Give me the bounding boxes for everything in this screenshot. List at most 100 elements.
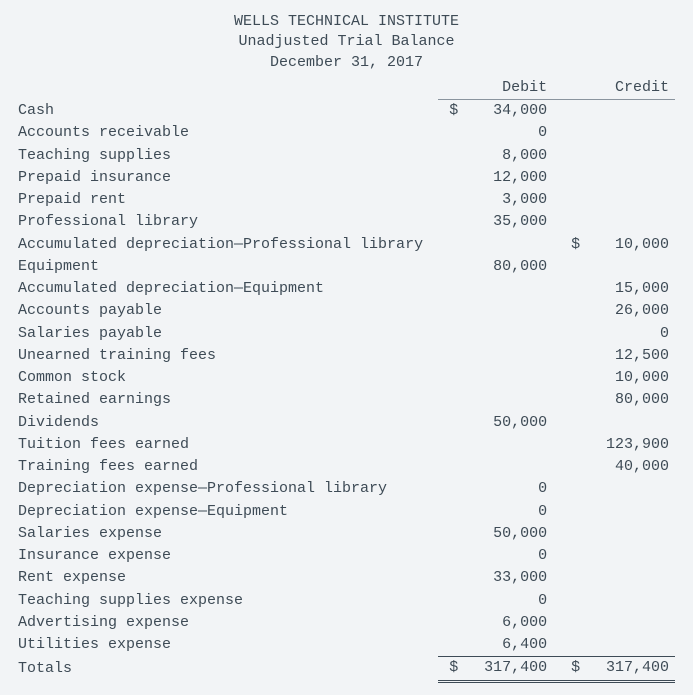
debit-amount: 50,000 — [458, 412, 553, 434]
table-row: Accounts payable26,000 — [18, 300, 675, 322]
report-header: WELLS TECHNICAL INSTITUTE Unadjusted Tri… — [18, 12, 675, 73]
debit-amount: 0 — [458, 590, 553, 612]
credit-currency-symbol — [553, 456, 580, 478]
debit-currency-symbol — [438, 367, 458, 389]
account-name: Training fees earned — [18, 456, 438, 478]
table-row: Salaries payable 0 — [18, 323, 675, 345]
account-name: Accumulated depreciation—Equipment — [18, 278, 438, 300]
table-row: Accounts receivable0 — [18, 122, 675, 144]
debit-currency-symbol — [438, 523, 458, 545]
debit-currency-symbol — [438, 323, 458, 345]
account-name: Professional library — [18, 211, 438, 233]
debit-amount: 0 — [458, 545, 553, 567]
debit-amount — [458, 278, 553, 300]
credit-currency-symbol — [553, 100, 580, 123]
account-name: Teaching supplies — [18, 145, 438, 167]
debit-currency-symbol — [438, 501, 458, 523]
table-row: Depreciation expense—Equipment 0 — [18, 501, 675, 523]
debit-currency-symbol — [438, 189, 458, 211]
account-name: Salaries expense — [18, 523, 438, 545]
column-header-row: Debit Credit — [18, 77, 675, 100]
totals-credit-sym: $ — [553, 657, 580, 681]
table-row: Advertising expense6,000 — [18, 612, 675, 634]
debit-currency-symbol — [438, 167, 458, 189]
credit-amount: 123,900 — [580, 434, 675, 456]
credit-currency-symbol — [553, 634, 580, 657]
credit-currency-symbol — [553, 612, 580, 634]
table-row: Retained earnings80,000 — [18, 389, 675, 411]
debit-currency-symbol — [438, 145, 458, 167]
debit-amount — [458, 300, 553, 322]
table-row: Utilities expense6,400 — [18, 634, 675, 657]
table-row: Rent expense33,000 — [18, 567, 675, 589]
credit-currency-symbol — [553, 434, 580, 456]
table-row: Cash$34,000 — [18, 100, 675, 123]
account-name: Tuition fees earned — [18, 434, 438, 456]
credit-amount: 10,000 — [580, 367, 675, 389]
credit-amount: 0 — [580, 323, 675, 345]
account-name: Accumulated depreciation—Professional li… — [18, 234, 438, 256]
debit-currency-symbol — [438, 234, 458, 256]
debit-currency-symbol — [438, 612, 458, 634]
org-name: WELLS TECHNICAL INSTITUTE — [18, 12, 675, 32]
credit-currency-symbol — [553, 545, 580, 567]
account-name: Retained earnings — [18, 389, 438, 411]
debit-currency-symbol — [438, 278, 458, 300]
credit-amount: 26,000 — [580, 300, 675, 322]
table-row: Common stock 10,000 — [18, 367, 675, 389]
account-name: Prepaid insurance — [18, 167, 438, 189]
totals-debit-sym: $ — [438, 657, 458, 681]
account-name: Equipment — [18, 256, 438, 278]
debit-currency-symbol — [438, 634, 458, 657]
credit-amount: 40,000 — [580, 456, 675, 478]
debit-currency-symbol — [438, 256, 458, 278]
account-name: Insurance expense — [18, 545, 438, 567]
account-name: Prepaid rent — [18, 189, 438, 211]
header-credit: Credit — [580, 77, 675, 100]
debit-amount: 33,000 — [458, 567, 553, 589]
account-name: Advertising expense — [18, 612, 438, 634]
account-name: Depreciation expense—Equipment — [18, 501, 438, 523]
table-row: Professional library35,000 — [18, 211, 675, 233]
credit-amount — [580, 167, 675, 189]
debit-amount: 3,000 — [458, 189, 553, 211]
credit-amount — [580, 145, 675, 167]
debit-amount — [458, 323, 553, 345]
credit-currency-symbol — [553, 122, 580, 144]
credit-currency-symbol — [553, 523, 580, 545]
table-row: Teaching supplies expense0 — [18, 590, 675, 612]
debit-currency-symbol — [438, 545, 458, 567]
credit-currency-symbol — [553, 590, 580, 612]
account-name: Salaries payable — [18, 323, 438, 345]
credit-currency-symbol — [553, 189, 580, 211]
credit-amount — [580, 523, 675, 545]
account-name: Utilities expense — [18, 634, 438, 657]
header-credit-sym — [553, 77, 580, 100]
debit-amount: 0 — [458, 501, 553, 523]
credit-currency-symbol — [553, 567, 580, 589]
totals-debit: 317,400 — [458, 657, 553, 681]
account-name: Dividends — [18, 412, 438, 434]
credit-amount — [580, 612, 675, 634]
table-row: Equipment 80,000 — [18, 256, 675, 278]
totals-row: Totals $ 317,400 $ 317,400 — [18, 657, 675, 681]
table-row: Salaries expense 50,000 — [18, 523, 675, 545]
table-row: Dividends 50,000 — [18, 412, 675, 434]
credit-amount: 15,000 — [580, 278, 675, 300]
debit-amount: 50,000 — [458, 523, 553, 545]
totals-label: Totals — [18, 657, 438, 681]
debit-currency-symbol — [438, 300, 458, 322]
debit-amount — [458, 234, 553, 256]
debit-currency-symbol — [438, 345, 458, 367]
debit-currency-symbol — [438, 478, 458, 500]
credit-amount — [580, 256, 675, 278]
debit-currency-symbol — [438, 434, 458, 456]
credit-amount — [580, 478, 675, 500]
table-row: Accumulated depreciation—Equipment 15,000 — [18, 278, 675, 300]
debit-amount: 8,000 — [458, 145, 553, 167]
credit-currency-symbol — [553, 478, 580, 500]
credit-amount — [580, 100, 675, 123]
account-name: Common stock — [18, 367, 438, 389]
debit-amount: 80,000 — [458, 256, 553, 278]
credit-currency-symbol — [553, 145, 580, 167]
